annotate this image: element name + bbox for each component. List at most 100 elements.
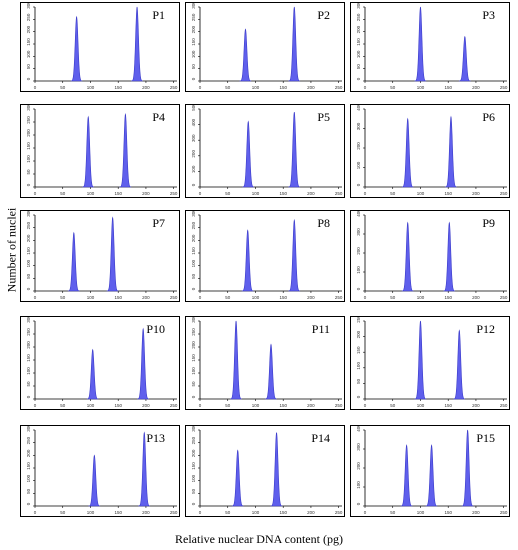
y-tick-label: 200 [191,25,196,33]
histogram-plot: 0 50 100 150 200 250 0 50 100 150 200 250 300 [26,317,178,408]
histogram-plot: 0 50 100 150 200 250 0 50 100 150 200 250 300 [191,317,343,408]
y-tick-label: 150 [26,354,31,362]
y-tick-label: 100 [26,50,31,58]
y-tick-label: 50 [191,273,196,279]
histogram-peak [270,432,283,507]
y-tick-label: 400 [356,211,361,217]
histogram-panel: 0 50 100 150 200 250 0 100 200 300 400 500 P5 [185,104,345,198]
x-tick-label: 50 [60,85,66,90]
histogram-plot: 0 50 100 150 200 250 0 50 100 150 200 250 300 [26,211,178,300]
y-tick-label: 200 [356,25,361,33]
y-tick-label: 100 [356,481,361,489]
panel-label: P14 [311,431,330,445]
histogram-peak [461,429,474,507]
histogram-panel: 0 50 100 150 200 250 0 50 100 150 200 250 300 P10 [20,316,180,410]
x-tick-label: 100 [87,295,95,300]
x-tick-label: 100 [417,85,425,90]
x-tick-label: 250 [170,510,178,515]
histogram-peak [444,115,457,188]
y-tick-label: 0 [26,183,31,186]
x-tick-label: 50 [60,403,66,408]
x-tick-label: 200 [307,295,315,300]
histogram-panel: 0 50 100 150 200 250 0 50 100 150 200 250 300 P7 [20,210,180,302]
y-tick-label: 150 [26,38,31,46]
x-tick-label: 50 [390,191,396,196]
y-tick-label: 250 [26,221,31,229]
histogram-plot: 0 50 100 150 200 250 0 50 100 150 200 250 300 [191,211,343,300]
histogram-peak [130,6,143,82]
y-tick-label: 400 [191,118,196,126]
y-tick-label: 200 [356,462,361,470]
x-tick-label: 150 [279,191,287,196]
y-tick-label: 200 [356,330,361,338]
histogram-plot: 0 50 100 150 200 250 0 100 200 300 400 [356,105,508,196]
y-tick-label: 500 [191,105,196,111]
panel-label: P13 [146,431,165,445]
x-tick-label: 150 [444,85,452,90]
x-tick-label: 50 [225,510,231,515]
x-tick-label: 100 [252,510,260,515]
x-tick-label: 250 [335,510,343,515]
y-tick-label: 250 [356,13,361,21]
histogram-peak [414,6,427,82]
y-tick-label: 400 [356,105,361,111]
y-tick-label: 100 [26,367,31,375]
x-tick-label: 150 [444,403,452,408]
panel-label: P11 [311,322,330,336]
x-tick-label: 200 [472,510,480,515]
panel-label: P9 [482,216,495,230]
histogram-plot: 0 50 100 150 200 250 0 50 100 150 200 250 300 [191,3,343,90]
y-tick-label: 0 [356,287,361,290]
y-tick-label: 200 [191,449,196,457]
y-tick-label: 0 [26,287,31,290]
x-tick-label: 50 [390,403,396,408]
histogram-plot: 0 50 100 150 200 250 0 50 100 150 200 250 300 [356,3,508,90]
y-tick-label: 150 [191,462,196,470]
y-tick-label: 100 [191,474,196,482]
y-tick-label: 50 [26,64,31,70]
y-tick-label: 0 [356,77,361,80]
panel-label: P4 [152,110,165,124]
x-axis-label: Relative nuclear DNA content (pg) [175,532,343,546]
panel-label: P10 [146,322,165,336]
y-tick-label: 0 [356,183,361,186]
x-tick-label: 0 [364,510,367,515]
panel-label: P6 [482,110,495,124]
x-tick-label: 0 [364,403,367,408]
histogram-peak [242,120,255,188]
y-tick-label: 250 [356,317,361,323]
x-tick-label: 50 [60,295,66,300]
x-tick-label: 250 [170,191,178,196]
y-tick-label: 300 [191,3,196,9]
x-tick-label: 100 [417,403,425,408]
y-tick-label: 100 [356,362,361,370]
x-tick-label: 200 [142,403,150,408]
y-tick-label: 300 [191,134,196,142]
histogram-panel: 0 50 100 150 200 250 0 50 100 150 200 250 300 P3 [350,2,510,92]
y-tick-label: 0 [356,395,361,398]
y-tick-label: 200 [191,341,196,349]
y-tick-label: 400 [356,426,361,432]
x-tick-label: 0 [364,191,367,196]
y-tick-label: 100 [26,155,31,163]
x-tick-label: 250 [500,85,508,90]
y-tick-label: 50 [356,64,361,70]
y-tick-label: 150 [26,462,31,470]
y-tick-label: 200 [26,234,31,242]
x-tick-label: 200 [142,295,150,300]
histogram-peak [453,329,466,400]
x-tick-label: 250 [335,295,343,300]
histogram-panel: 0 50 100 150 200 250 0 100 200 300 400 P6 [350,104,510,198]
y-tick-label: 50 [26,273,31,279]
y-tick-label: 50 [26,381,31,387]
x-tick-label: 200 [307,403,315,408]
histogram-plot: 0 50 100 150 200 250 0 50 100 150 200 250 300 [26,105,178,196]
y-tick-label: 0 [191,77,196,80]
histogram-plot: 0 50 100 150 200 250 0 100 200 300 400 [356,211,508,300]
histogram-peak [106,216,119,292]
y-tick-label: 100 [356,50,361,58]
x-tick-label: 150 [444,295,452,300]
y-tick-label: 0 [191,502,196,505]
y-tick-label: 200 [26,341,31,349]
histogram-peak [119,113,132,188]
